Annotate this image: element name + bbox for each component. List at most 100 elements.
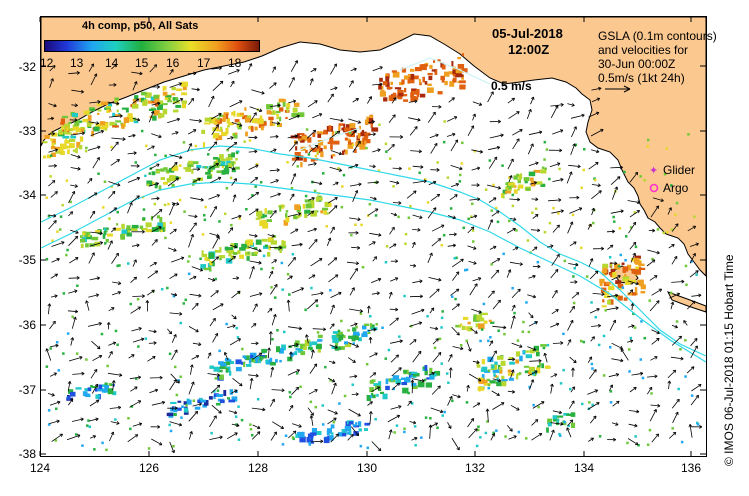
sst-pixel <box>101 122 109 128</box>
velocity-arrowhead <box>96 157 100 161</box>
velocity-arrowhead <box>398 166 402 171</box>
sst-pixel <box>437 91 443 95</box>
sst-pixel <box>213 163 220 168</box>
velocity-arrow <box>191 355 199 360</box>
sst-pixel <box>288 391 292 394</box>
velocity-arrow <box>192 403 202 407</box>
velocity-arrow <box>270 367 274 378</box>
sst-pixel <box>256 210 263 217</box>
velocity-arrowhead <box>472 113 476 117</box>
velocity-arrow <box>587 402 600 410</box>
velocity-arrowhead <box>453 232 457 237</box>
velocity-arrow <box>131 195 140 203</box>
sst-pixel <box>271 338 274 341</box>
velocity-arrow <box>412 350 422 363</box>
velocity-arrowhead <box>550 244 554 249</box>
sst-pixel <box>509 361 515 365</box>
velocity-arrowhead <box>196 87 200 92</box>
sst-pixel <box>163 203 167 207</box>
sst-pixel <box>338 346 345 350</box>
velocity-arrow <box>609 319 616 331</box>
sst-pixel <box>556 415 564 418</box>
velocity-arrow <box>467 245 477 250</box>
velocity-arrow <box>167 328 172 335</box>
sst-pixel <box>207 175 212 179</box>
sst-pixel <box>462 316 469 320</box>
velocity-arrow <box>352 98 359 103</box>
velocity-arrow <box>589 308 600 314</box>
sst-pixel <box>528 171 536 177</box>
sst-pixel <box>105 230 108 233</box>
velocity-arrowhead <box>532 347 537 351</box>
velocity-arrowhead <box>134 434 139 438</box>
velocity-arrow <box>509 198 520 201</box>
sst-pixel <box>267 251 271 257</box>
sst-pixel <box>403 99 409 102</box>
velocity-arrow <box>429 134 439 139</box>
sst-pixel <box>431 69 436 72</box>
sst-pixel <box>156 215 160 219</box>
velocity-arrowhead <box>620 358 624 363</box>
velocity-arrowhead <box>299 242 303 247</box>
sst-pixel <box>373 383 380 386</box>
sst-pixel <box>86 424 89 427</box>
velocity-arrow <box>672 411 679 424</box>
sst-pixel <box>369 387 374 393</box>
velocity-arrowhead <box>134 386 138 390</box>
velocity-arrowhead <box>313 162 317 166</box>
velocity-arrowhead <box>233 178 237 182</box>
velocity-arrow <box>271 122 280 124</box>
sst-pixel <box>461 141 464 145</box>
sst-pixel <box>218 118 222 124</box>
velocity-arrow <box>169 441 175 453</box>
sst-pixel <box>286 103 291 108</box>
velocity-arrow <box>112 380 115 391</box>
velocity-arrowhead <box>355 344 359 348</box>
velocity-arrowhead <box>156 196 160 201</box>
velocity-arrowhead <box>510 369 515 373</box>
velocity-arrowhead <box>574 280 578 284</box>
sst-pixel <box>487 383 491 387</box>
sst-pixel <box>60 143 67 150</box>
sst-pixel <box>392 185 395 188</box>
velocity-arrowhead <box>291 193 295 198</box>
velocity-arrowhead <box>511 97 515 102</box>
sst-pixel <box>242 355 246 358</box>
velocity-arrowhead <box>320 439 324 444</box>
velocity-arrowhead <box>194 410 198 415</box>
velocity-arrowhead <box>212 317 216 322</box>
sst-pixel <box>471 202 474 206</box>
sst-pixel <box>61 126 64 131</box>
velocity-arrowhead <box>331 304 335 308</box>
velocity-arrow <box>208 163 219 170</box>
velocity-arrowhead <box>655 433 659 437</box>
velocity-arrowhead <box>379 66 383 70</box>
sst-pixel <box>178 198 182 202</box>
velocity-arrowhead <box>554 105 559 109</box>
velocity-arrow <box>51 241 65 247</box>
sst-pixel <box>42 141 48 144</box>
velocity-arrowhead <box>692 252 696 257</box>
sst-pixel <box>519 355 523 362</box>
sst-pixel <box>484 383 491 386</box>
velocity-arrow <box>389 180 400 184</box>
sst-pixel <box>392 71 400 78</box>
velocity-arrow <box>192 342 202 345</box>
sst-pixel <box>627 264 632 271</box>
sst-pixel <box>69 138 76 142</box>
sst-pixel <box>478 385 481 392</box>
velocity-arrowhead <box>355 163 359 168</box>
velocity-arrow <box>530 229 540 231</box>
velocity-arrow <box>110 421 120 424</box>
sst-pixel <box>261 219 267 225</box>
sst-pixel <box>225 113 229 119</box>
sst-pixel <box>612 215 615 219</box>
velocity-arrowhead <box>190 233 194 238</box>
velocity-arrowhead <box>533 246 538 250</box>
velocity-arrowhead <box>477 378 482 382</box>
sst-pixel <box>85 243 89 248</box>
sst-pixel <box>386 86 393 90</box>
velocity-arrowhead <box>236 423 240 428</box>
velocity-arrow <box>369 411 372 425</box>
velocity-arrowhead <box>151 289 155 294</box>
